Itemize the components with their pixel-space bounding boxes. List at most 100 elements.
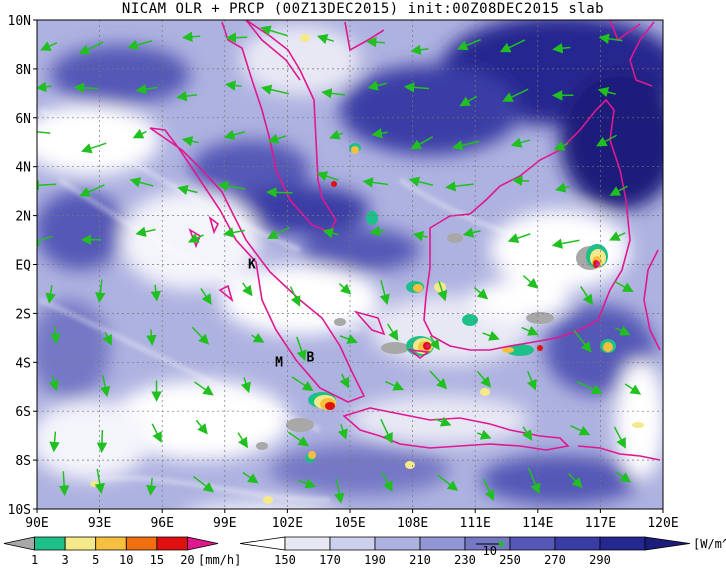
precip-unit: [mm/h] bbox=[198, 553, 241, 567]
olr-swatch bbox=[644, 536, 691, 551]
wind-arrow bbox=[452, 140, 480, 151]
wind-arrow bbox=[410, 44, 429, 56]
olr-tick-label: 170 bbox=[319, 553, 341, 567]
wind-arrow bbox=[437, 281, 448, 302]
wind-arrow bbox=[365, 36, 385, 48]
wind-arrow bbox=[223, 129, 246, 140]
precip-swatch bbox=[125, 536, 158, 551]
precip-tick-label: 15 bbox=[150, 553, 164, 567]
wind-arrow bbox=[596, 134, 617, 147]
wind-arrow bbox=[473, 286, 489, 300]
precip-swatch bbox=[187, 536, 219, 551]
wind-arrow bbox=[410, 136, 434, 150]
wind-arrow bbox=[338, 282, 352, 295]
wind-arrow bbox=[609, 231, 626, 241]
wind-arrow bbox=[522, 426, 533, 441]
wind-arrow bbox=[379, 280, 390, 306]
wind-arrow bbox=[267, 133, 287, 144]
precip-swatch bbox=[64, 536, 97, 551]
wind-arrow bbox=[135, 83, 158, 95]
wind-arrow bbox=[598, 33, 623, 44]
olr-swatch bbox=[509, 536, 556, 551]
wind-arrow bbox=[553, 140, 569, 151]
wind-arrow bbox=[37, 131, 51, 134]
wind-arrow bbox=[96, 430, 108, 454]
wind-arrow bbox=[510, 137, 531, 148]
lon-tick-label: 102E bbox=[272, 516, 303, 531]
lon-tick-label: 108E bbox=[397, 516, 428, 531]
wind-arrow bbox=[386, 323, 399, 341]
wind-arrow bbox=[609, 185, 628, 196]
wind-arrow bbox=[429, 370, 448, 390]
precip-swatch bbox=[95, 536, 127, 551]
lon-tick-label: 120E bbox=[647, 516, 678, 531]
wind-arrow bbox=[194, 381, 214, 396]
lat-tick-label: 6S bbox=[15, 405, 31, 420]
wind-arrow bbox=[296, 336, 307, 362]
wind-arrow bbox=[50, 326, 61, 345]
olr-tick-label: 190 bbox=[364, 553, 386, 567]
wind-arrow bbox=[192, 475, 215, 493]
wind-arrow bbox=[511, 175, 530, 186]
wind-arrow bbox=[369, 225, 385, 237]
olr-swatch bbox=[239, 536, 286, 551]
wind-arrow bbox=[99, 375, 111, 398]
olr-tick-label: 230 bbox=[454, 553, 476, 567]
map-title: NICAM OLR + PRCP (00Z13DEC2015) init:00Z… bbox=[121, 1, 605, 17]
wind-arrow bbox=[521, 325, 539, 336]
place-label: K bbox=[248, 258, 256, 273]
longitude-labels: 90E 93E 96E 99E 102E 105E 108E 111E 114E 117E 120E bbox=[25, 509, 679, 531]
wind-arrow bbox=[289, 286, 301, 307]
wind-arrow bbox=[362, 177, 389, 188]
wind-arrow bbox=[78, 41, 104, 55]
wind-arrow bbox=[191, 326, 210, 345]
lat-tick-label: 8N bbox=[15, 63, 31, 78]
wind-arrow bbox=[476, 370, 492, 388]
precip-tick-label: 10 bbox=[119, 553, 133, 567]
wind-arrow bbox=[102, 331, 112, 346]
lon-tick-label: 117E bbox=[585, 516, 616, 531]
wind-arrow bbox=[242, 282, 253, 297]
wind-arrow bbox=[225, 32, 248, 43]
wind-arrow bbox=[37, 179, 57, 191]
wind-arrow bbox=[79, 184, 105, 197]
wind-arrow bbox=[482, 478, 495, 501]
wind-arrow bbox=[434, 416, 452, 427]
wind-arrow bbox=[580, 285, 594, 306]
wind-arrow bbox=[381, 471, 393, 493]
wind-arrow bbox=[146, 329, 157, 346]
olr-unit: [W/m^2] bbox=[693, 537, 726, 551]
wind-arrow bbox=[49, 431, 60, 453]
wind-vectors bbox=[37, 25, 642, 504]
wind-arrow bbox=[150, 284, 162, 302]
wind-arrow bbox=[224, 80, 242, 91]
wind-arrow bbox=[181, 136, 199, 147]
lon-tick-label: 114E bbox=[522, 516, 553, 531]
wind-arrow bbox=[322, 228, 339, 239]
olr-swatch bbox=[599, 536, 646, 551]
olr-tick-label: 290 bbox=[589, 553, 611, 567]
lat-tick-label: 10N bbox=[8, 14, 31, 29]
wind-arrow bbox=[462, 227, 481, 238]
wind-arrow bbox=[429, 335, 440, 351]
wind-arrow bbox=[291, 376, 314, 392]
olr-tick-label: 150 bbox=[274, 553, 296, 567]
lon-tick-label: 99E bbox=[213, 516, 236, 531]
precip-tick-label: 1 bbox=[31, 553, 38, 567]
wind-arrow bbox=[329, 129, 344, 140]
latitude-labels: 10N 8N 6N 4N 2N EQ 2S 4S 6S 8S 10S bbox=[8, 14, 37, 518]
wind-arrow bbox=[408, 176, 434, 187]
wind-arrow bbox=[127, 39, 153, 51]
wind-arrow bbox=[624, 383, 642, 395]
wind-arrow bbox=[476, 429, 492, 440]
lat-tick-label: 2S bbox=[15, 307, 31, 322]
olr-tick-label: 270 bbox=[544, 553, 566, 567]
precip-swatch bbox=[34, 536, 66, 551]
wind-arrow bbox=[613, 426, 626, 449]
wind-arrow bbox=[240, 377, 251, 394]
wind-arrow bbox=[576, 381, 603, 395]
lon-tick-label: 93E bbox=[88, 516, 111, 531]
place-label: B bbox=[306, 350, 314, 365]
lat-tick-label: EQ bbox=[15, 259, 31, 274]
